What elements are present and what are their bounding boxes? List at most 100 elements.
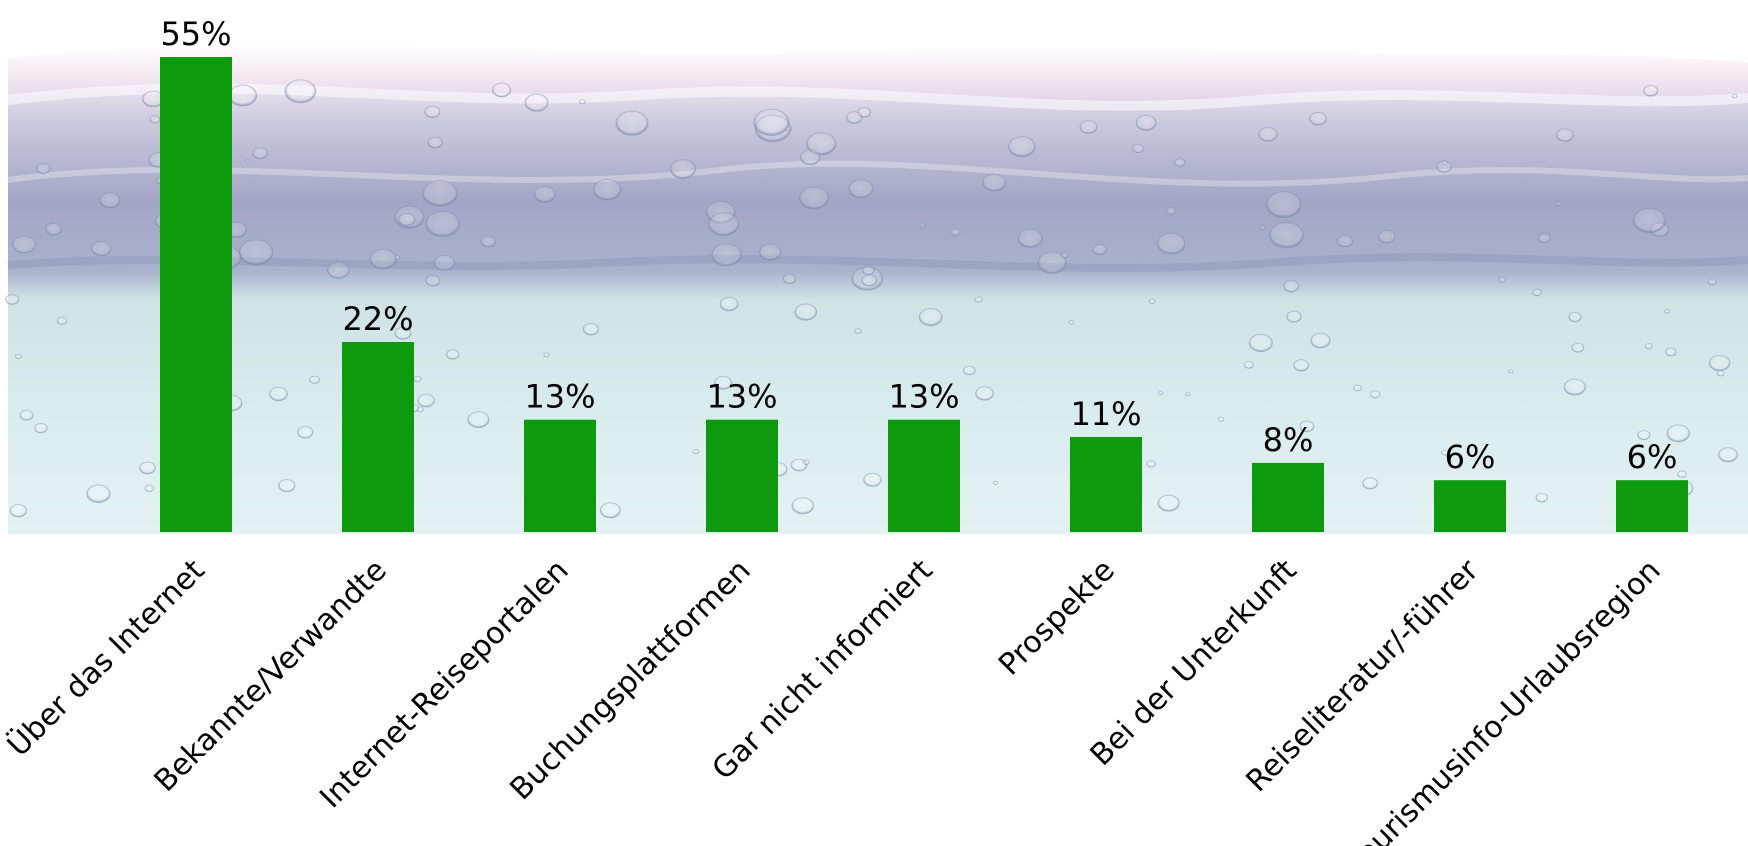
bubble bbox=[533, 186, 556, 203]
bubble bbox=[417, 393, 435, 408]
bubble bbox=[56, 316, 68, 325]
bubble bbox=[480, 235, 496, 248]
bubble bbox=[599, 502, 621, 519]
bubble bbox=[1293, 359, 1310, 372]
bubble bbox=[711, 243, 742, 267]
bubble bbox=[1637, 430, 1651, 441]
bubble bbox=[1146, 460, 1156, 468]
bubble bbox=[919, 223, 926, 228]
data-label: 13% bbox=[706, 378, 777, 416]
bubble bbox=[1135, 114, 1157, 131]
bubble bbox=[719, 296, 739, 312]
bubble bbox=[524, 93, 549, 112]
bubble bbox=[854, 328, 862, 335]
bubble bbox=[1299, 420, 1315, 433]
bubble bbox=[974, 296, 984, 303]
bubble bbox=[800, 149, 821, 166]
bubble bbox=[578, 99, 586, 105]
bubble bbox=[1707, 277, 1717, 286]
bubble bbox=[309, 375, 321, 384]
bubble bbox=[582, 323, 600, 336]
bubble bbox=[962, 365, 976, 376]
bubble bbox=[1217, 416, 1225, 422]
wave-highlight bbox=[7, 160, 1748, 187]
tick-label: Über das Internet bbox=[0, 552, 212, 764]
bubble bbox=[1677, 470, 1687, 478]
category-labels: Über das InternetBekannte/VerwandteInter… bbox=[0, 552, 1667, 846]
bubble bbox=[1537, 233, 1551, 244]
bubble bbox=[5, 294, 20, 305]
bar bbox=[888, 419, 960, 532]
bubble bbox=[369, 249, 397, 270]
bubble bbox=[1017, 228, 1043, 248]
bubble bbox=[1092, 243, 1107, 255]
bubble bbox=[36, 163, 51, 175]
bubble bbox=[1369, 390, 1381, 399]
bubble bbox=[1664, 308, 1670, 314]
bubble bbox=[846, 111, 863, 124]
bubble bbox=[139, 461, 156, 475]
bubble bbox=[467, 411, 490, 429]
bars bbox=[160, 57, 1688, 532]
bubble bbox=[1718, 447, 1738, 463]
bubble bbox=[950, 228, 961, 236]
bubble bbox=[615, 110, 649, 136]
bubble bbox=[1248, 333, 1273, 353]
bubble bbox=[228, 84, 258, 107]
bubble bbox=[753, 108, 790, 137]
bubble bbox=[708, 212, 740, 237]
bubble bbox=[1060, 252, 1069, 259]
bubble bbox=[1132, 143, 1145, 154]
bar bbox=[160, 57, 232, 532]
bubble bbox=[692, 448, 700, 455]
bubble bbox=[1259, 225, 1266, 230]
bubble bbox=[1362, 477, 1379, 490]
bubble bbox=[252, 147, 268, 160]
bubble bbox=[1378, 230, 1396, 244]
bubble bbox=[19, 409, 34, 421]
bubble bbox=[278, 479, 296, 493]
bubble bbox=[1555, 128, 1574, 143]
bubble bbox=[1708, 354, 1731, 372]
bubble bbox=[1665, 347, 1677, 357]
bar bbox=[1070, 437, 1142, 532]
bubble bbox=[593, 178, 622, 201]
bubble bbox=[1731, 93, 1738, 99]
data-label: 55% bbox=[160, 15, 231, 53]
water-area bbox=[8, 45, 1748, 535]
bubble bbox=[1563, 378, 1587, 396]
bubble bbox=[1265, 191, 1302, 219]
data-label: 11% bbox=[1070, 395, 1141, 433]
bubble bbox=[1532, 288, 1542, 297]
bubble bbox=[1157, 390, 1164, 395]
bubble bbox=[34, 422, 48, 434]
tick-label: Tourismusinfo-Urlaubsregion bbox=[1340, 553, 1668, 846]
wave-highlight bbox=[7, 83, 1748, 111]
bubble bbox=[1353, 384, 1363, 392]
bubble bbox=[848, 179, 874, 199]
bubble bbox=[268, 386, 288, 402]
data-label: 6% bbox=[1627, 438, 1678, 476]
bubble bbox=[1644, 343, 1653, 350]
bubble bbox=[1243, 360, 1255, 369]
bar bbox=[342, 342, 414, 532]
tick-label: Prospekte bbox=[992, 553, 1122, 683]
bubble bbox=[427, 136, 443, 149]
bubble bbox=[1309, 111, 1327, 126]
bubble bbox=[327, 261, 350, 279]
bubble bbox=[982, 173, 1007, 192]
bubble bbox=[1283, 280, 1300, 293]
bubble bbox=[1666, 424, 1691, 443]
bubble bbox=[975, 386, 994, 401]
bubble bbox=[791, 497, 815, 515]
bubble bbox=[1337, 235, 1354, 248]
data-label: 8% bbox=[1263, 421, 1314, 459]
data-label: 13% bbox=[524, 378, 595, 416]
bubble bbox=[1436, 160, 1453, 173]
bubble bbox=[799, 186, 829, 210]
bubble bbox=[790, 458, 808, 472]
bubble bbox=[794, 303, 818, 321]
bubble bbox=[99, 192, 121, 209]
bubble bbox=[1269, 222, 1304, 249]
